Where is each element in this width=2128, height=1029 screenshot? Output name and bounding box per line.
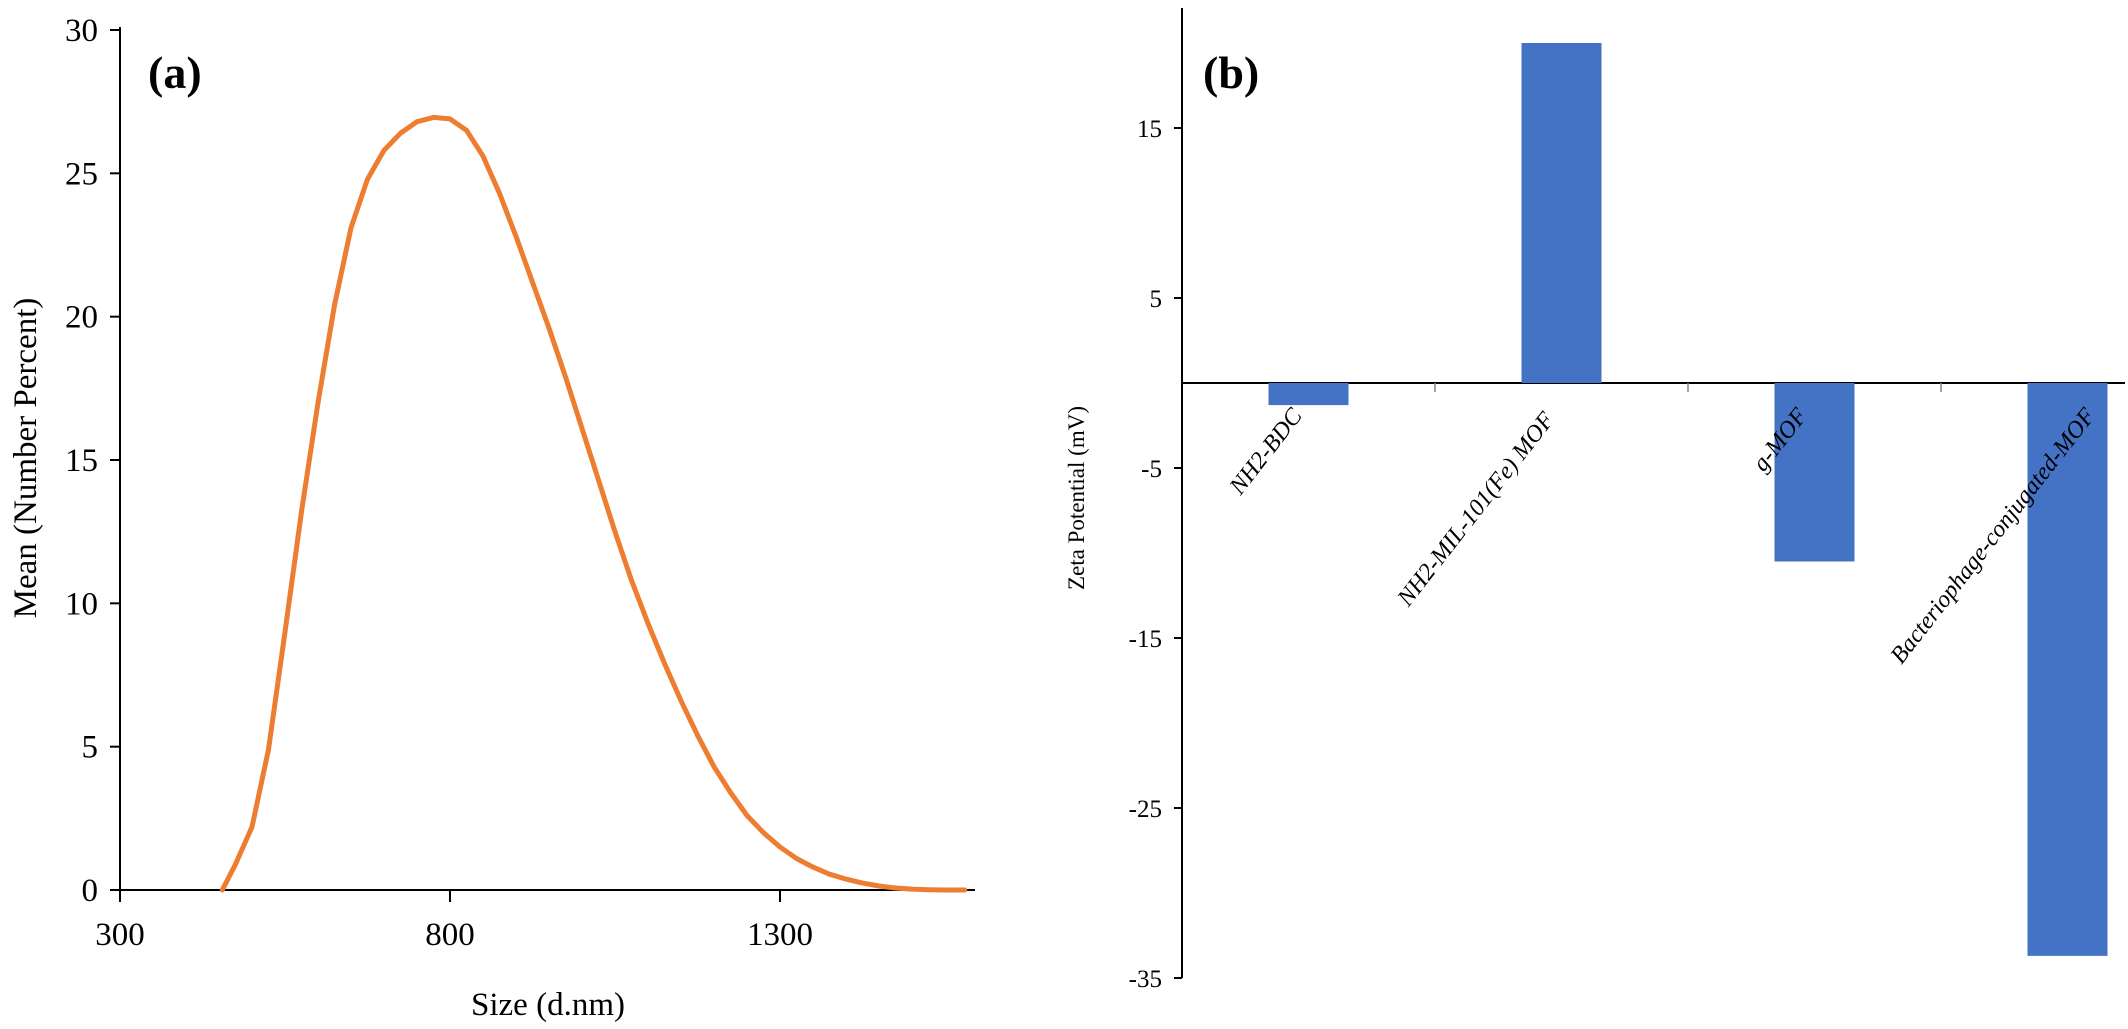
panel-a-x-axis-title: Size (d.nm) bbox=[471, 987, 625, 1023]
size-distribution-line bbox=[219, 114, 968, 893]
category-label: NH2-BDC bbox=[1224, 403, 1308, 500]
y-tick-label: 25 bbox=[65, 156, 98, 192]
y-tick-label: 15 bbox=[65, 443, 98, 479]
y-tick-label: -5 bbox=[1141, 456, 1162, 483]
panel-b-bars bbox=[1268, 43, 2108, 956]
panel-a-x-ticks: 300 800 1300 bbox=[95, 890, 813, 953]
x-tick-label: 300 bbox=[95, 917, 145, 953]
panel-b-y-ticks: 15 5 -5 -15 -25 -35 bbox=[1129, 116, 1182, 993]
x-tick-label: 1300 bbox=[747, 917, 813, 953]
bar bbox=[2027, 383, 2108, 956]
y-tick-label: -15 bbox=[1129, 626, 1162, 653]
panel-b-label: (b) bbox=[1203, 47, 1259, 98]
category-label: NH2-MIL-101(Fe) MOF bbox=[1392, 407, 1560, 612]
y-tick-label: 20 bbox=[65, 300, 98, 336]
bar bbox=[1774, 383, 1855, 562]
panel-b-category-labels: NH2-BDC NH2-MIL-101(Fe) MOF g-MOF Bacteriop… bbox=[1224, 403, 2101, 669]
y-tick-label: 5 bbox=[82, 730, 99, 766]
bar bbox=[1521, 43, 1602, 383]
x-tick-label: 800 bbox=[425, 917, 475, 953]
y-tick-label: 5 bbox=[1150, 286, 1163, 313]
panel-b-zeta-potential: (b) 15 5 -5 -15 -25 -35 NH2-BDC NH2-MIL-101(Fe… bbox=[1064, 8, 2125, 993]
panel-a-y-ticks: 0 5 10 15 20 25 30 bbox=[65, 13, 120, 909]
y-tick-label: 15 bbox=[1137, 116, 1162, 143]
y-tick-label: -25 bbox=[1129, 796, 1162, 823]
y-tick-label: 30 bbox=[65, 13, 98, 49]
panel-a-y-axis-title: Mean (Number Percent) bbox=[8, 298, 44, 619]
y-tick-label: 10 bbox=[65, 586, 98, 622]
y-tick-label: 0 bbox=[82, 873, 99, 909]
panel-b-y-axis-title: Zeta Potential (mV) bbox=[1064, 406, 1089, 590]
bar bbox=[1268, 383, 1349, 406]
y-tick-label: -35 bbox=[1129, 966, 1162, 993]
panel-a-label: (a) bbox=[148, 47, 202, 98]
